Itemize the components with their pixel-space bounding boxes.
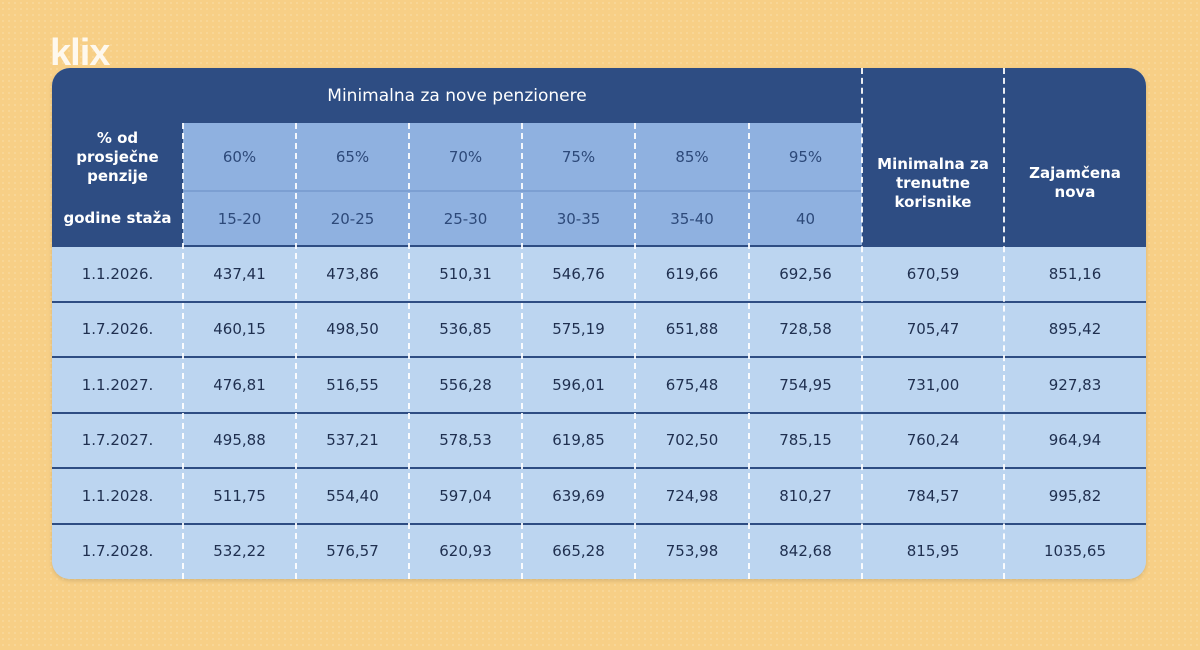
table-cell: 597,04: [439, 486, 492, 505]
column-divider: [408, 123, 410, 579]
table-cell: 964,94: [1048, 431, 1102, 450]
column-divider: [521, 123, 523, 579]
table-row: [52, 246, 1146, 302]
table-cell: 1035,65: [1043, 542, 1107, 561]
table-cell: 556,28: [439, 375, 492, 394]
table-row: [52, 468, 1146, 524]
table-cell: 620,93: [439, 542, 492, 561]
years-header: 20-25: [330, 209, 375, 228]
table-cell: 753,98: [665, 542, 719, 561]
table-cell: 895,42: [1048, 320, 1102, 339]
table-cell: 476,81: [213, 375, 266, 394]
table-header-band: [52, 68, 1146, 123]
years-header: 35-40: [670, 209, 714, 228]
row-date: 1.1.2028.: [81, 486, 154, 505]
table-cell: 784,57: [906, 486, 960, 505]
table-cell: 532,22: [213, 542, 266, 561]
table-cell: 754,95: [779, 375, 832, 394]
table-cell: 639,69: [552, 486, 605, 505]
row-date: 1.7.2027.: [81, 431, 154, 450]
table-cell: 842,68: [779, 542, 832, 561]
table-cell: 815,95: [906, 542, 960, 561]
group-title: Minimalna za nove penzionere: [327, 85, 587, 106]
klix-logo: klix: [50, 32, 110, 74]
percent-header: 60%: [222, 148, 257, 166]
table-cell: 651,88: [665, 320, 719, 339]
table-row: [52, 412, 1146, 468]
table-cell: 554,40: [326, 486, 379, 505]
table-cell: 498,50: [326, 320, 379, 339]
table-cell: 437,41: [213, 264, 266, 283]
table-cell: 705,47: [906, 320, 960, 339]
row-separator: [52, 300, 1146, 303]
table-cell: 810,27: [779, 486, 832, 505]
table-cell: 851,16: [1048, 264, 1102, 283]
table-cell: 578,53: [439, 431, 492, 450]
row-separator: [52, 522, 1146, 525]
table-cell: 460,15: [213, 320, 266, 339]
row-date: 1.7.2028.: [81, 542, 154, 561]
column-divider: [861, 68, 863, 579]
years-header: 25-30: [443, 209, 488, 228]
table-cell: 495,88: [213, 431, 266, 450]
table-cell: 702,50: [665, 431, 719, 450]
row-separator: [52, 356, 1146, 358]
percent-header: 65%: [335, 148, 370, 166]
header-minimalna-trenutne: Minimalna za trenutne korisnike: [864, 128, 1002, 238]
row-date: 1.1.2026.: [81, 264, 154, 283]
years-header: 15-20: [217, 209, 262, 228]
row-separator: [52, 411, 1146, 414]
table-cell: 995,82: [1048, 486, 1102, 505]
percent-header: 75%: [561, 148, 596, 166]
column-divider: [295, 123, 297, 579]
table-cell: 511,75: [213, 486, 266, 505]
header-separator: [52, 245, 1146, 247]
percent-label: % od prosječne penzije: [52, 123, 183, 191]
column-divider: [182, 123, 184, 579]
table-cell: 575,19: [552, 320, 605, 339]
column-divider: [748, 123, 750, 579]
years-header: 40: [795, 209, 816, 228]
years-label: godine staža: [52, 191, 183, 246]
percent-header: 95%: [788, 148, 823, 166]
row-separator: [52, 467, 1146, 469]
table-row: [52, 301, 1146, 357]
table-cell: 473,86: [326, 264, 379, 283]
percent-header: 85%: [675, 148, 709, 166]
table-cell: 927,83: [1048, 375, 1102, 394]
table-cell: 596,01: [552, 375, 605, 394]
table-cell: 576,57: [326, 542, 379, 561]
table-cell: 536,85: [439, 320, 492, 339]
column-divider: [1003, 68, 1005, 579]
row-date: 1.1.2027.: [81, 375, 154, 394]
table-cell: 537,21: [326, 431, 379, 450]
table-cell: 670,59: [906, 264, 960, 283]
table-row: [52, 523, 1146, 579]
table-cell: 724,98: [665, 486, 719, 505]
table-cell: 731,00: [906, 375, 960, 394]
table-cell: 760,24: [906, 431, 960, 450]
table-cell: 516,55: [326, 375, 379, 394]
table-cell: 510,31: [439, 264, 492, 283]
table-cell: 546,76: [552, 264, 605, 283]
pension-table: Minimalna za nove penzionere % od prosje…: [52, 68, 1146, 579]
row-date: 1.7.2026.: [81, 320, 154, 339]
table-cell: 728,58: [779, 320, 832, 339]
table-cell: 665,28: [552, 542, 605, 561]
table-cell: 675,48: [665, 375, 719, 394]
table-cell: 619,66: [665, 264, 719, 283]
table-row: [52, 357, 1146, 413]
percent-header: 70%: [448, 148, 483, 166]
table-cell: 785,15: [779, 431, 832, 450]
table-cell: 619,85: [552, 431, 605, 450]
column-divider: [634, 123, 636, 579]
table-cell: 692,56: [779, 264, 832, 283]
years-header: 30-35: [556, 209, 601, 228]
header-zajamcena-nova: Zajamčena nova: [1006, 128, 1144, 238]
